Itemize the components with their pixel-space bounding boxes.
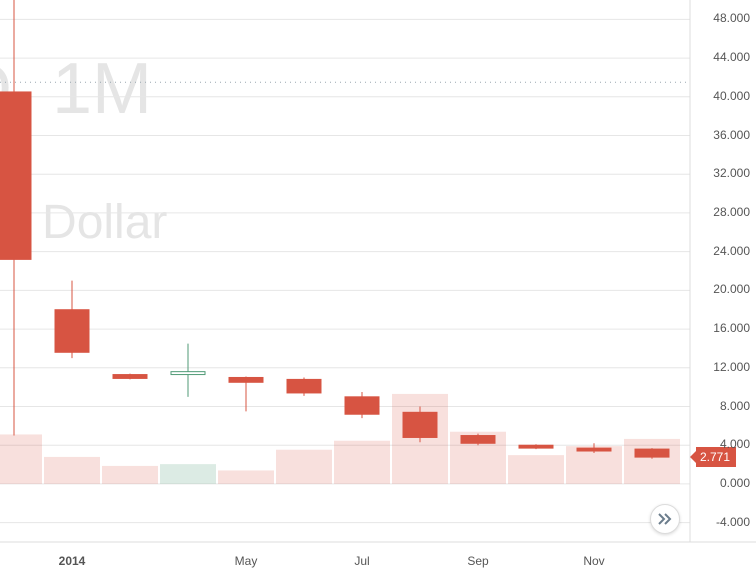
chevron-double-right-icon (658, 513, 672, 525)
y-tick-label: 44.000 (700, 50, 750, 64)
y-tick-label: 28.000 (700, 205, 750, 219)
y-tick-label: 20.000 (700, 282, 750, 296)
scroll-forward-button[interactable] (650, 504, 680, 534)
x-tick-label: Jul (354, 554, 369, 568)
y-tick-label: 48.000 (700, 11, 750, 25)
x-tick-label: Sep (467, 554, 488, 568)
y-tick-label: 12.000 (700, 360, 750, 374)
y-tick-label: -4.000 (700, 515, 750, 529)
x-tick-label: Nov (583, 554, 604, 568)
y-tick-label: 40.000 (700, 89, 750, 103)
last-price-value: 2.771 (700, 450, 730, 464)
y-tick-label: 36.000 (700, 128, 750, 142)
y-tick-label: 24.000 (700, 244, 750, 258)
y-tick-label: 8.000 (700, 399, 750, 413)
price-chart[interactable] (0, 0, 756, 578)
y-tick-label: 16.000 (700, 321, 750, 335)
y-tick-label: 4.000 (700, 437, 750, 451)
y-tick-label: 0.000 (700, 476, 750, 490)
x-tick-label: May (235, 554, 258, 568)
y-tick-label: 32.000 (700, 166, 750, 180)
x-tick-label: 2014 (59, 554, 86, 568)
